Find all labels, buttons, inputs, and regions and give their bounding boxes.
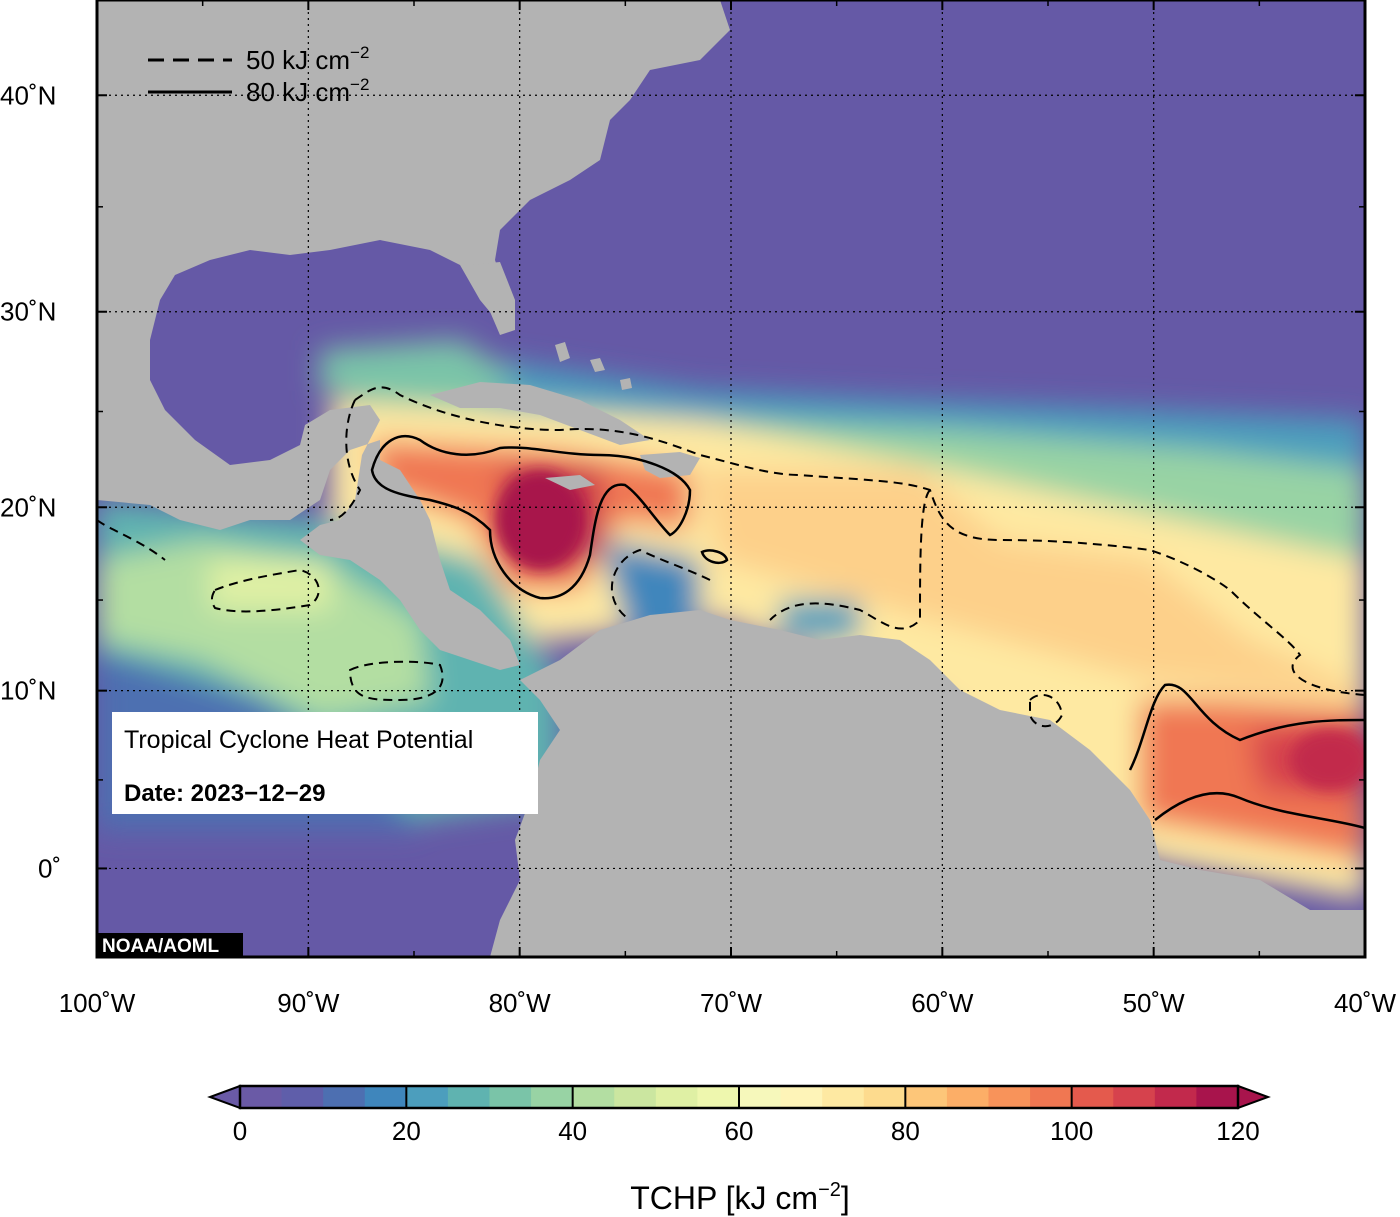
south-america-land	[490, 610, 1365, 957]
map-axes: 100˚W 90˚W 80˚W 70˚W 60˚W 50˚W 40˚W 40˚N 30˚N 20˚…	[0, 0, 1397, 1018]
colorbar-swatch	[323, 1086, 366, 1108]
colorbar-swatch	[281, 1086, 324, 1108]
contour-80-islet	[700, 549, 729, 564]
info-box-title: Tropical Cyclone Heat Potential	[124, 726, 473, 754]
info-box: Tropical Cyclone Heat Potential Date: 20…	[112, 712, 538, 814]
colorbar-swatch	[1196, 1086, 1239, 1108]
florida-land	[470, 262, 515, 335]
lat-tick-label: 40˚N	[0, 80, 56, 110]
colorbar-tick-label: 20	[392, 1116, 421, 1146]
lat-tick-label: 0˚	[38, 853, 61, 883]
colorbar-swatch	[697, 1086, 740, 1108]
lon-tick-label: 90˚W	[277, 988, 340, 1018]
contour-legend: 50 kJ cm−2 80 kJ cm−2	[148, 43, 369, 107]
colorbar-title: TCHP [kJ cm−2]	[630, 1179, 850, 1216]
colorbar-swatch	[447, 1086, 491, 1108]
lon-tick-label: 70˚W	[700, 988, 763, 1018]
colorbar-swatch	[1030, 1086, 1073, 1108]
info-box-date: Date: 2023−12−29	[124, 780, 326, 807]
colorbar-swatch	[863, 1086, 906, 1108]
colorbar-under-arrow	[207, 1084, 241, 1110]
colorbar-swatch	[1071, 1086, 1114, 1108]
colorbar-swatch	[822, 1086, 865, 1108]
colorbar-swatch	[780, 1086, 823, 1108]
colorbar-over-arrow	[1237, 1084, 1271, 1110]
colorbar-swatch	[1154, 1086, 1198, 1108]
legend-item-80: 80 kJ cm−2	[246, 75, 369, 107]
colorbar-tick-label: 100	[1050, 1116, 1093, 1146]
colorbar-tick-label: 120	[1216, 1116, 1259, 1146]
colorbar-swatch	[364, 1086, 407, 1108]
colorbar-swatch	[905, 1086, 948, 1108]
colorbar-tick-label: 80	[891, 1116, 920, 1146]
contour-80	[370, 435, 1365, 830]
legend-item-50: 50 kJ cm−2	[246, 43, 369, 75]
lon-tick-label: 60˚W	[911, 988, 974, 1018]
map-panel: Tropical Cyclone Heat Potential Date: 20…	[97, 0, 1365, 957]
north-america-land	[97, 0, 730, 670]
contour-80-atlantic	[1128, 683, 1365, 830]
colorbar-swatch	[572, 1086, 615, 1108]
colorbar: 0 20 40 60 80 100 120	[207, 1084, 1271, 1146]
colorbar-swatch	[240, 1086, 283, 1108]
contour-80-caribbean	[370, 435, 692, 600]
colorbar-swatch	[988, 1086, 1031, 1108]
contour-50-islet	[1029, 694, 1064, 728]
colorbar-swatch	[739, 1086, 782, 1108]
lon-tick-label: 40˚W	[1334, 988, 1397, 1018]
contour-50-caribbean	[329, 386, 1365, 696]
colorbar-tick-label: 60	[725, 1116, 754, 1146]
colorbar-tick-label: 40	[558, 1116, 587, 1146]
colorbar-swatch	[946, 1086, 990, 1108]
credit-badge: NOAA/AOML	[97, 933, 243, 957]
tchp-field-detail	[495, 470, 1365, 790]
lon-tick-label: 50˚W	[1123, 988, 1186, 1018]
colorbar-swatch	[1113, 1086, 1156, 1108]
cuba-land	[430, 382, 650, 445]
colorbar-swatch	[531, 1086, 574, 1108]
hispaniola-land	[640, 452, 700, 478]
colorbar-swatch	[489, 1086, 532, 1108]
contour-50-pacific	[97, 519, 444, 702]
lon-tick-label: 100˚W	[59, 988, 136, 1018]
lon-tick-label: 80˚W	[489, 988, 552, 1018]
lat-tick-label: 10˚N	[0, 676, 56, 706]
colorbar-swatch	[655, 1086, 699, 1108]
colorbar-swatch	[406, 1086, 449, 1108]
contour-50	[97, 386, 1365, 728]
lat-tick-label: 20˚N	[0, 492, 56, 522]
colorbar-swatch	[614, 1086, 657, 1108]
gridlines	[97, 0, 1365, 957]
jamaica-land	[545, 475, 595, 490]
credit-text: NOAA/AOML	[102, 936, 220, 957]
land-masses	[97, 0, 1365, 957]
lat-tick-label: 30˚N	[0, 297, 56, 327]
info-box-background	[112, 712, 538, 814]
colorbar-tick-label: 0	[233, 1116, 247, 1146]
